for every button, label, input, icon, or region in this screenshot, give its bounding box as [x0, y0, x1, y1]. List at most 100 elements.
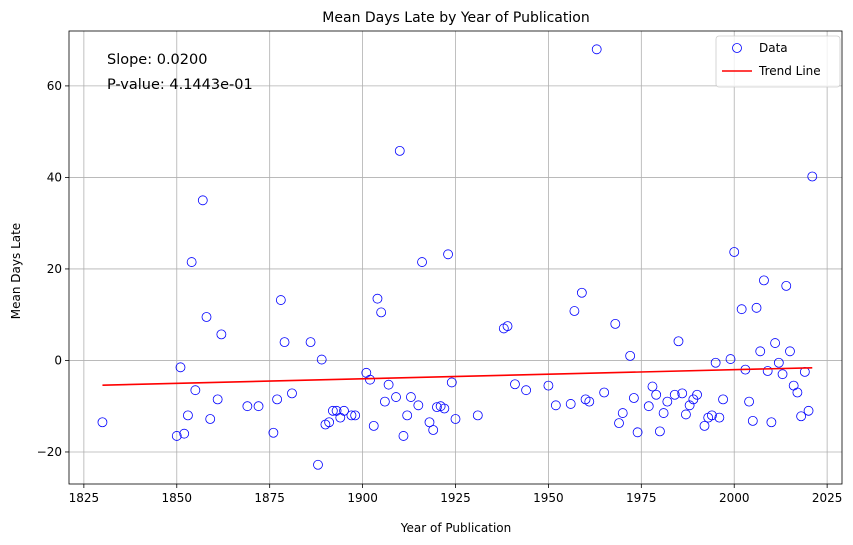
y-tick-label: 40	[47, 170, 62, 184]
data-point	[614, 418, 624, 429]
legend-box	[715, 35, 841, 88]
data-point	[766, 417, 777, 428]
data-point	[759, 275, 769, 286]
legend-marker-data	[732, 43, 742, 53]
data-point	[599, 387, 610, 398]
data-point	[777, 369, 788, 380]
data-point	[417, 257, 427, 267]
data-point	[681, 409, 691, 420]
data-point	[628, 393, 639, 403]
grid	[69, 31, 842, 484]
x-tick-label: 2000	[719, 491, 750, 505]
data-point	[365, 374, 375, 385]
data-point	[510, 379, 520, 390]
data-point	[379, 396, 390, 407]
legend-label-trend: Trend Line	[758, 64, 821, 78]
data-point	[313, 459, 323, 470]
data-point	[584, 396, 595, 407]
data-point	[736, 304, 747, 315]
data-point	[755, 346, 766, 357]
p-value-annotation: P-value: 4.1443e-01	[107, 77, 253, 93]
data-point	[565, 399, 576, 409]
legend: Data Trend Line	[715, 35, 841, 88]
y-tick-label: −20	[37, 445, 62, 459]
data-point	[287, 388, 297, 399]
data-point	[673, 336, 684, 347]
data-point	[171, 431, 182, 441]
x-tick-label: 1900	[347, 491, 378, 505]
data-point	[751, 302, 762, 313]
data-point	[669, 389, 680, 400]
x-tick-label: 1975	[626, 491, 657, 505]
data-point	[268, 427, 279, 438]
data-point	[350, 410, 361, 421]
data-point	[785, 346, 795, 357]
data-point	[677, 388, 688, 399]
x-tick-label: 1925	[440, 491, 471, 505]
y-axis-title: Mean Days Late	[9, 223, 23, 319]
data-points	[97, 44, 818, 470]
data-point	[253, 401, 264, 412]
data-point	[242, 401, 253, 412]
data-point	[617, 408, 628, 418]
data-point	[692, 389, 702, 400]
data-point	[383, 379, 394, 390]
data-point	[186, 257, 197, 267]
data-point	[576, 287, 587, 298]
data-point	[305, 337, 316, 348]
data-point	[368, 420, 379, 431]
data-point	[272, 394, 283, 405]
data-point	[450, 414, 461, 424]
data-point	[569, 306, 580, 316]
data-point	[316, 354, 327, 365]
chart-title: Mean Days Late by Year of Publication	[322, 10, 589, 26]
data-point	[372, 293, 383, 304]
data-point	[543, 380, 554, 391]
data-point	[413, 400, 424, 411]
data-point	[324, 417, 335, 428]
data-point	[707, 410, 717, 421]
data-point	[424, 417, 435, 428]
data-point	[550, 400, 561, 411]
data-point	[443, 249, 453, 260]
x-tick-label: 1875	[254, 491, 285, 505]
data-point	[97, 417, 108, 428]
data-point	[402, 410, 413, 421]
data-point	[729, 247, 740, 257]
data-point	[183, 410, 193, 421]
data-point	[446, 377, 457, 388]
data-point	[339, 405, 349, 416]
data-point	[591, 44, 602, 55]
data-point	[439, 403, 450, 414]
data-point	[781, 280, 792, 291]
data-point	[714, 412, 725, 423]
data-point	[279, 337, 290, 348]
data-point	[428, 425, 439, 435]
data-point	[747, 415, 758, 426]
data-point	[190, 385, 201, 396]
x-axis-ticks: 1825 1850 1875 1900 1925 1950 1975 2000 2025	[69, 484, 842, 505]
data-point	[796, 411, 807, 422]
data-point	[632, 427, 643, 438]
data-point	[335, 412, 346, 423]
data-point	[275, 295, 286, 305]
data-point	[502, 321, 513, 332]
trend-line	[102, 366, 813, 386]
data-point	[625, 350, 636, 361]
data-point	[647, 381, 658, 392]
data-point	[394, 145, 405, 156]
data-point	[788, 380, 799, 391]
data-point	[658, 408, 669, 418]
data-point	[346, 410, 357, 421]
y-axis-ticks: −20 0 20 40 60	[37, 79, 69, 459]
y-tick-label: 20	[47, 262, 62, 276]
data-point	[792, 387, 803, 398]
data-point	[432, 402, 442, 413]
data-point	[398, 431, 409, 441]
data-point	[175, 362, 186, 373]
data-point	[654, 426, 665, 437]
x-tick-label: 1950	[533, 491, 564, 505]
data-point	[610, 318, 621, 329]
data-point	[521, 385, 532, 396]
